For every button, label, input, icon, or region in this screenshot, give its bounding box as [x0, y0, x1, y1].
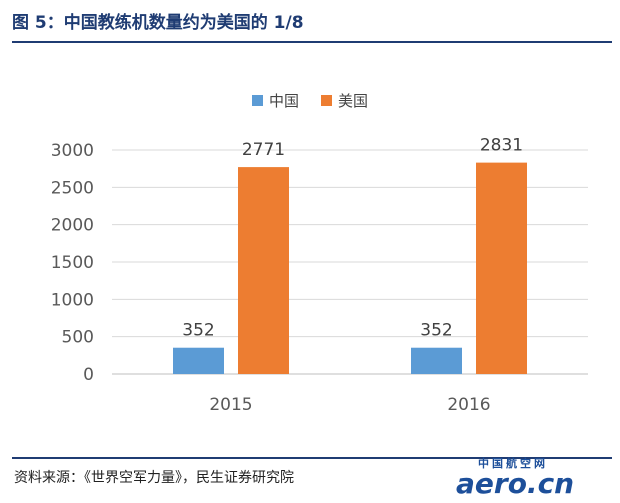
source-note: 资料来源：《世界空军力量》，民生证券研究院 — [14, 470, 294, 486]
bar-china — [173, 347, 224, 374]
legend-label-usa: 美国 — [338, 92, 369, 110]
x-tick-label: 2015 — [209, 395, 252, 415]
source-divider — [12, 457, 612, 459]
x-tick-label: 2016 — [447, 395, 490, 415]
figure-title: 图 5：中国教练机数量约为美国的 1/8 — [12, 13, 304, 33]
y-tick-label: 0 — [83, 365, 94, 385]
y-tick-label: 2500 — [51, 178, 94, 198]
aero-watermark-logo: 中国航空网 aero.cn — [456, 455, 606, 500]
y-tick-label: 2000 — [51, 216, 94, 236]
data-label: 352 — [420, 321, 452, 341]
title-divider — [12, 41, 612, 43]
y-tick-label: 1000 — [51, 290, 94, 310]
chart-legend: 中国 美国 — [0, 90, 620, 111]
bar-chart: 0 500 1000 1500 2000 2500 3000 352 2771 2015 352 28… — [51, 136, 588, 415]
legend-label-china: 中国 — [268, 92, 299, 110]
legend-item-china: 中国 — [251, 90, 299, 111]
watermark-small-text: 中国航空网 — [478, 457, 548, 470]
bar-usa — [238, 167, 289, 374]
legend-swatch-usa — [321, 95, 332, 106]
y-tick-label: 1500 — [51, 253, 94, 273]
chart-area: 0 500 1000 1500 2000 2500 3000 352 2771 2015 352 28… — [0, 70, 620, 430]
legend-swatch-china — [251, 95, 263, 106]
data-label: 2831 — [480, 136, 523, 156]
bar-china — [411, 347, 462, 374]
data-label: 2771 — [242, 140, 285, 160]
legend-item-usa: 美国 — [321, 90, 368, 111]
y-tick-label: 3000 — [51, 141, 94, 161]
data-label: 352 — [182, 321, 214, 341]
watermark-big-text: aero.cn — [456, 467, 575, 500]
bar-usa — [476, 162, 527, 374]
y-tick-label: 500 — [62, 328, 94, 348]
